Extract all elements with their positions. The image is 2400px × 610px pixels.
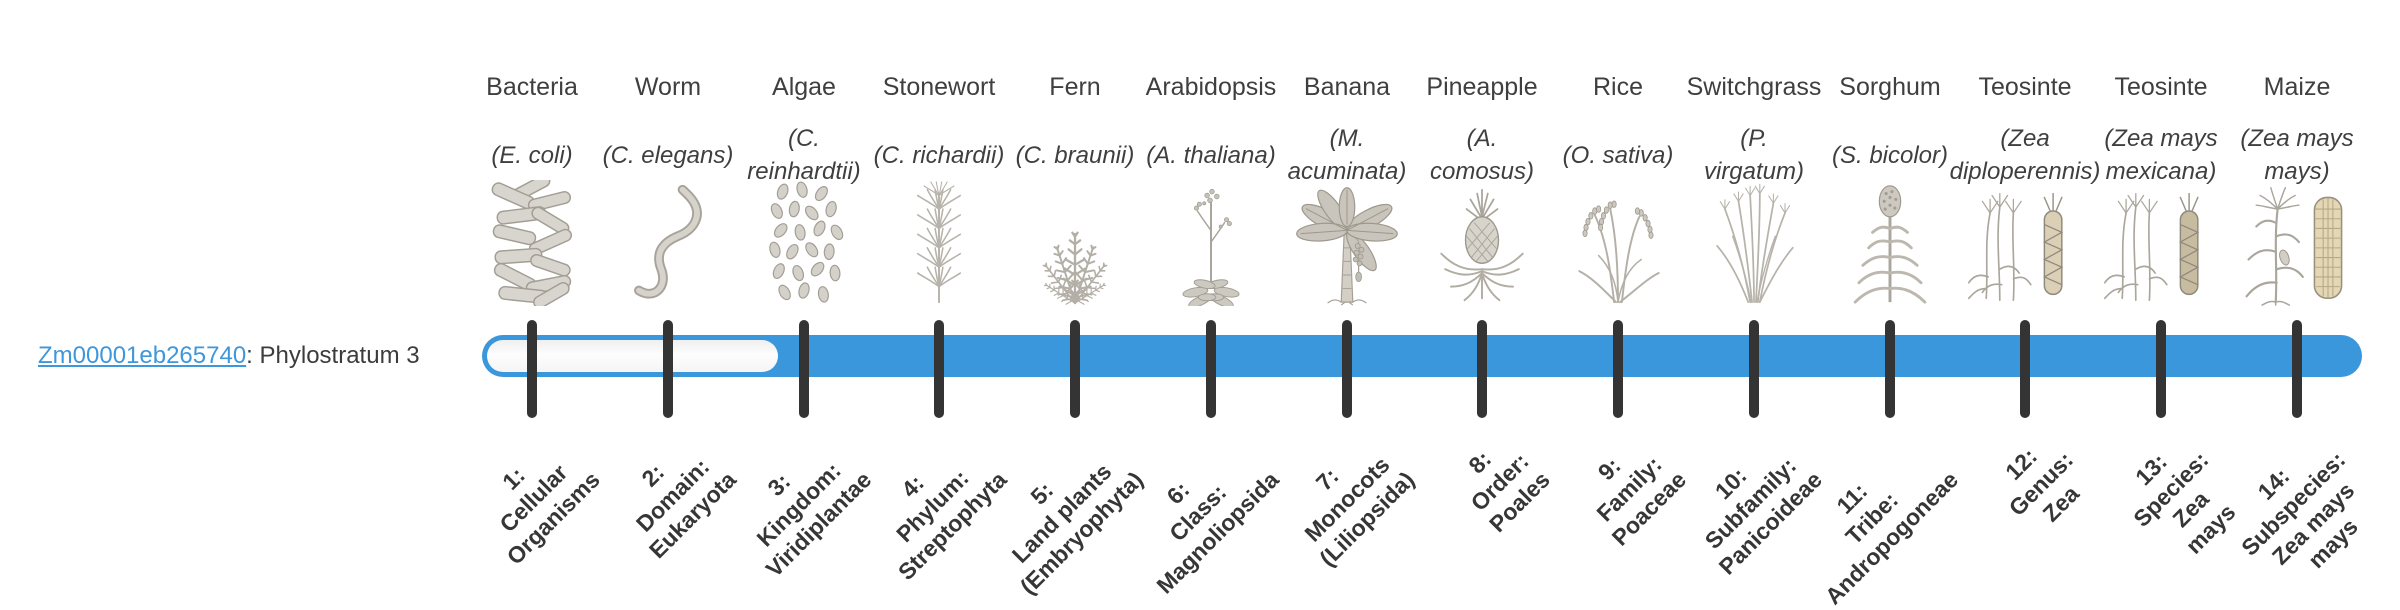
worm-illustration: [593, 178, 743, 306]
organism-scientific-name: (O. sativa): [1562, 141, 1674, 169]
timeline-tick: [2292, 320, 2302, 418]
timeline-tick: [1885, 320, 1895, 418]
organism-scientific-name: (E. coli): [491, 141, 573, 169]
organism-name: Teosinte: [2114, 73, 2208, 101]
pineapple-illustration: [1407, 178, 1557, 306]
organism-scientific-name: (Zea diploperennis): [1949, 125, 2101, 185]
teosinte-diplo-illustration: [1950, 178, 2100, 306]
timeline-tick: [1070, 320, 1080, 418]
organism-scientific-name: (C. richardii): [873, 141, 1005, 169]
organism-name: Switchgrass: [1686, 73, 1822, 101]
timeline-bar: [482, 335, 2362, 377]
timeline-tick: [663, 320, 673, 418]
stratum-label: 3: Kingdom: Viridiplantae: [751, 457, 877, 583]
gene-link[interactable]: Zm00001eb265740: [38, 342, 247, 369]
organism-scientific-name: (Zea mays mexicana): [2104, 125, 2218, 185]
organism-name: Pineapple: [1426, 73, 1538, 101]
organism-name: Rice: [1592, 73, 1643, 101]
phylostratigraphy-page: { "gene": { "id": "Zm00001eb265740", "re…: [38, 73, 2372, 610]
organism-name: Fern: [1049, 73, 1101, 101]
organism-scientific-name: (M. acuminata): [1287, 125, 1407, 185]
bacteria-illustration: [457, 178, 607, 306]
maize-illustration: [2222, 178, 2372, 306]
organism-name: Bacteria: [486, 73, 578, 101]
stratum-label: 6: Class: Magnoliopsida: [1151, 466, 1284, 599]
stratum-label: 5: Land plants (Embryophyta): [1006, 458, 1148, 600]
stratum-label: 12: Genus: Zea: [1999, 442, 2084, 527]
organism-name: Maize: [2263, 73, 2331, 101]
organism-name: Stonewort: [882, 73, 996, 101]
teosinte-mexicana-illustration: [2086, 178, 2236, 306]
stratum-label: 14: Subspecies: Zea mays mays: [2235, 446, 2363, 574]
organism-name: Algae: [772, 73, 836, 101]
organism-scientific-name: (P. virgatum): [1703, 125, 1805, 185]
organism-name: Worm: [634, 73, 702, 101]
rice-illustration: [1543, 178, 1693, 306]
stratum-label: 9: Family: Poaceae: [1591, 451, 1691, 551]
gene-label: Zm00001eb265740: Phylostratum 3: [38, 340, 420, 372]
organism-scientific-name: (A. thaliana): [1146, 141, 1276, 169]
organism-scientific-name: (C. reinhardtii): [747, 125, 861, 185]
timeline-tick: [934, 320, 944, 418]
stratum-label: 4: Phylum: Streptophyta: [891, 464, 1012, 585]
organism-scientific-name: (Zea mays mays): [2240, 125, 2354, 185]
algae-illustration: [729, 178, 879, 306]
timeline-tick: [799, 320, 809, 418]
timeline-tick: [1477, 320, 1487, 418]
organism-name: Sorghum: [1839, 73, 1941, 101]
organism-scientific-name: (C. braunii): [1015, 141, 1135, 169]
gene-phylostratum-text: : Phylostratum 3: [246, 342, 420, 369]
organism-scientific-name: (A. comosus): [1429, 125, 1535, 185]
organism-scientific-name: (C. elegans): [602, 141, 734, 169]
timeline-tick: [1749, 320, 1759, 418]
stratum-label: 1: Cellular Organisms: [494, 459, 605, 570]
stonewort-illustration: [864, 178, 1014, 306]
timeline-tick: [527, 320, 537, 418]
organism-name: Arabidopsis: [1145, 73, 1277, 101]
switchgrass-illustration: [1679, 178, 1829, 306]
stratum-label: 2: Domain: Eukaryota: [630, 453, 741, 564]
stratum-label: 11: Tribe: Andropogoneae: [1819, 466, 1963, 610]
arabidopsis-illustration: [1136, 178, 1286, 306]
sorghum-illustration: [1815, 178, 1965, 306]
timeline-tick: [1613, 320, 1623, 418]
timeline-tick: [1342, 320, 1352, 418]
timeline-tick: [1206, 320, 1216, 418]
stratum-label: 7: Monocots (Liliopsida): [1299, 451, 1420, 572]
stratum-label: 13: Species: Zea mays: [2128, 446, 2241, 559]
stratum-label: 8: Order: Poales: [1463, 445, 1555, 538]
banana-illustration: [1272, 178, 1422, 306]
timeline-tick: [2020, 320, 2030, 418]
organism-name: Teosinte: [1978, 73, 2072, 101]
organism-scientific-name: (S. bicolor): [1831, 141, 1949, 169]
organism-name: Banana: [1303, 73, 1391, 101]
timeline-tick: [2156, 320, 2166, 418]
